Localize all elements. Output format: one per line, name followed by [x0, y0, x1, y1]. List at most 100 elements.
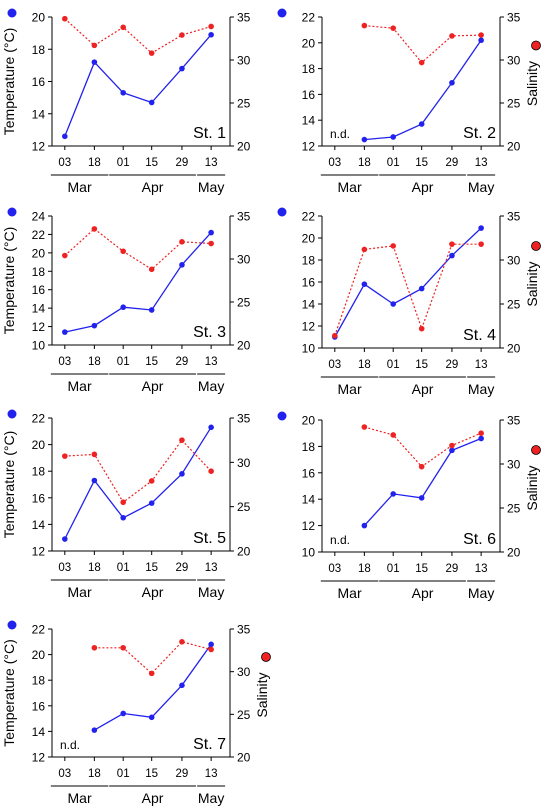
salinity-point [62, 15, 68, 22]
salinity-line [94, 641, 212, 675]
salinity-point [148, 478, 155, 484]
sal-tick-label: 25 [507, 298, 521, 312]
sal-tick-label: 20 [237, 545, 251, 559]
station-panel-6: 10 12 14 16 18 20 20 25 30 35 03 18 01 15 29 13 Mar Apr Ma… [277, 411, 541, 601]
salinity-point [390, 432, 397, 438]
temp-tick-label: 12 [302, 320, 316, 334]
x-tick-label: 03 [58, 768, 71, 780]
temp-tick-label: 16 [32, 491, 46, 505]
salinity-axis-title: Salinity [524, 465, 540, 510]
salinity-point [449, 241, 455, 247]
temperature-axis-title: Temperature (°C) [1, 28, 17, 136]
temperature-line [363, 437, 482, 527]
station-label: St. 7 [193, 736, 226, 753]
temperature-legend-dot [7, 8, 17, 18]
salinity-point [478, 32, 484, 38]
temp-tick-label: 12 [32, 140, 46, 154]
temperature-point [478, 37, 484, 44]
temperature-point [148, 714, 155, 721]
x-tick-label: 18 [358, 157, 371, 169]
salinity-line [64, 18, 212, 54]
salinity-point [120, 644, 126, 651]
salinity-legend-dot [531, 445, 541, 455]
station-panel-2: 12 14 16 18 20 22 20 25 30 35 03 18 01 15 29 13 Mar Apr Ma… [277, 8, 541, 195]
temperature-point [418, 121, 425, 127]
x-tick-label: 13 [205, 356, 218, 368]
temp-tick-label: 20 [32, 438, 46, 452]
x-tick-label: 29 [446, 157, 459, 169]
salinity-point [91, 226, 98, 232]
salinity-point [332, 332, 338, 339]
x-tick-label: 15 [415, 359, 428, 371]
salinity-point [91, 644, 98, 651]
x-tick-label: 18 [88, 562, 101, 574]
salinity-point [361, 22, 368, 29]
month-label: Apr [142, 790, 164, 806]
temp-tick-label: 20 [302, 414, 316, 428]
x-tick-label: 15 [145, 768, 158, 780]
salinity-point [449, 442, 455, 449]
temp-tick-label: 18 [32, 43, 46, 57]
x-tick-label: 13 [205, 157, 218, 169]
temp-tick-label: 16 [302, 276, 316, 290]
x-tick-label: 13 [475, 563, 488, 575]
sal-tick-label: 25 [237, 708, 251, 722]
temperature-point [91, 727, 98, 733]
salinity-line [334, 243, 482, 336]
temp-tick-label: 20 [32, 11, 46, 25]
temp-tick-label: 12 [302, 519, 316, 533]
temp-tick-label: 22 [302, 210, 316, 224]
temperature-point [62, 133, 68, 140]
sal-tick-label: 25 [237, 500, 251, 514]
sal-tick-label: 20 [237, 140, 251, 154]
temp-tick-label: 14 [32, 107, 46, 121]
station-panel-1: 12 14 16 18 20 20 25 30 35 03 18 01 15 29 13 Mar Apr May S… [1, 8, 251, 195]
sal-tick-label: 20 [507, 140, 521, 154]
temperature-point [120, 710, 126, 717]
month-label: Apr [412, 585, 434, 601]
temperature-point [390, 491, 397, 497]
temperature-point [361, 136, 368, 143]
month-label: Apr [412, 179, 434, 195]
x-tick-label: 15 [145, 157, 158, 169]
salinity-point [208, 240, 214, 247]
temp-tick-label: 16 [32, 699, 46, 713]
month-label: Mar [338, 179, 362, 195]
x-tick-label: 18 [358, 563, 371, 575]
temp-tick-label: 14 [302, 298, 316, 312]
salinity-axis-title: Salinity [524, 61, 540, 106]
temperature-line [334, 227, 482, 338]
sal-tick-label: 25 [237, 97, 251, 111]
station-panel-5: 12 14 16 18 20 22 20 25 30 35 03 18 01 15 29 13 Mar Apr Ma… [1, 409, 251, 600]
sal-tick-label: 25 [507, 97, 521, 111]
month-label: Apr [142, 378, 164, 394]
x-tick-label: 01 [117, 157, 130, 169]
x-tick-label: 13 [205, 562, 218, 574]
sal-tick-label: 30 [237, 665, 251, 679]
temperature-point [208, 229, 214, 236]
sal-tick-label: 35 [507, 414, 521, 428]
salinity-point [449, 33, 455, 39]
temperature-point [449, 252, 455, 259]
month-label: May [468, 179, 494, 195]
temp-tick-label: 18 [302, 254, 316, 268]
x-tick-label: 15 [145, 562, 158, 574]
sal-tick-label: 30 [507, 54, 521, 68]
temp-tick-label: 12 [32, 751, 46, 765]
station-panel-7: 12 14 16 18 20 22 20 25 30 35 03 18 01 15 29 13 Mar Apr Ma… [1, 620, 271, 806]
salinity-point [208, 468, 214, 475]
x-tick-label: 03 [58, 157, 71, 169]
x-tick-label: 13 [205, 768, 218, 780]
month-label: Apr [142, 584, 164, 600]
x-tick-label: 29 [176, 562, 189, 574]
temperature-point [208, 31, 214, 38]
salinity-point [179, 239, 185, 245]
temperature-point [179, 471, 185, 477]
temperature-point [361, 281, 368, 288]
x-tick-label: 15 [145, 356, 158, 368]
salinity-line [64, 439, 212, 504]
temperature-legend-dot [277, 207, 287, 217]
sal-tick-label: 30 [237, 54, 251, 68]
x-tick-label: 13 [475, 359, 488, 371]
temp-tick-label: 14 [302, 493, 316, 507]
